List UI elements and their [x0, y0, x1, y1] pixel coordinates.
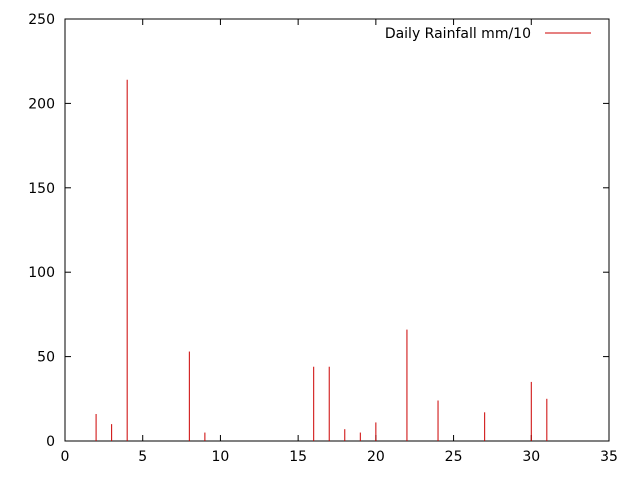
data-series	[95, 79, 548, 441]
x-tick-label: 10	[212, 449, 230, 465]
y-tick-label: 100	[28, 265, 55, 281]
x-tick-label: 30	[522, 449, 540, 465]
x-axis: 0 5 10 15 20 25 30 35	[61, 19, 618, 465]
x-tick-label: 25	[445, 449, 463, 465]
x-tick-label: 20	[367, 449, 385, 465]
legend-label: Daily Rainfall mm/10	[385, 26, 531, 42]
x-tick-label: 15	[289, 449, 307, 465]
y-tick-label: 50	[37, 350, 55, 366]
x-tick-label: 5	[138, 449, 147, 465]
y-tick-label: 200	[28, 96, 55, 112]
legend: Daily Rainfall mm/10	[385, 26, 591, 42]
y-tick-label: 150	[28, 181, 55, 197]
plot-border	[64, 18, 610, 442]
x-tick-label: 0	[61, 449, 70, 465]
y-tick-label: 0	[46, 434, 55, 450]
y-tick-label: 250	[28, 12, 55, 28]
plot-frame	[64, 18, 610, 442]
x-tick-label: 35	[600, 449, 618, 465]
y-axis: 0 50 100 150 200 250	[28, 12, 609, 450]
